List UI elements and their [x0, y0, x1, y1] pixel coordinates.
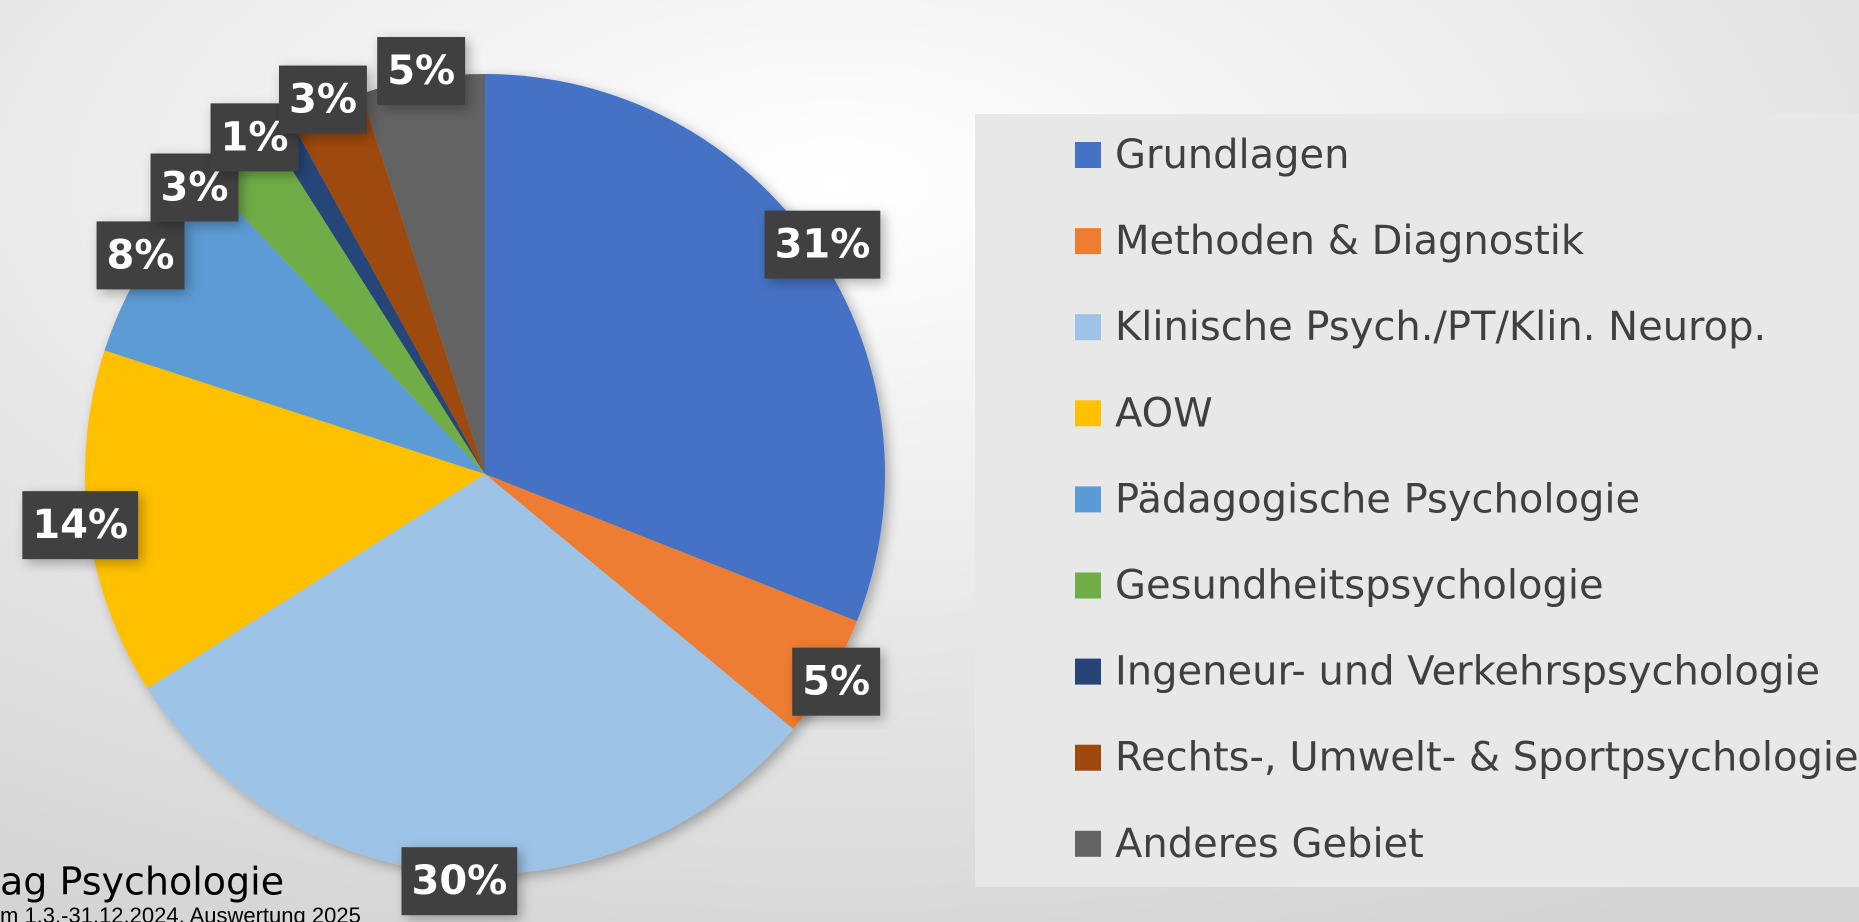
pie-slice — [361, 74, 485, 474]
legend-label: Methoden & Diagnostik — [1115, 218, 1585, 264]
data-label-box — [279, 65, 367, 134]
pie-slice — [147, 474, 794, 874]
legend-label: AOW — [1115, 390, 1213, 436]
legend-label: Rechts-, Umwelt- & Sportpsychologie — [1115, 735, 1859, 781]
pie — [85, 74, 886, 874]
legend-label: Pädagogische Psychologie — [1115, 476, 1640, 522]
data-label-box — [792, 647, 881, 716]
legend-swatch — [1075, 830, 1101, 857]
legend-swatch — [1075, 228, 1101, 255]
legend-label: Anderes Gebiet — [1115, 821, 1424, 867]
data-label: 3% — [161, 165, 229, 211]
legend-swatch — [1075, 142, 1101, 168]
data-label-box — [377, 37, 466, 106]
legend-swatch — [1075, 486, 1101, 513]
legend-label: Gesundheitspsychologie — [1115, 563, 1604, 609]
legend-label: Grundlagen — [1115, 132, 1350, 178]
legend-label: Klinische Psych./PT/Klin. Neurop. — [1115, 304, 1766, 350]
data-label: 30% — [412, 858, 508, 904]
data-label: 31% — [775, 222, 871, 268]
legend-swatch — [1075, 658, 1101, 685]
data-label-box — [96, 221, 185, 290]
pie-slice — [485, 474, 857, 729]
legend-swatch — [1075, 314, 1101, 341]
legend-box — [975, 114, 1859, 887]
legend-swatch — [1075, 572, 1101, 599]
data-label-box — [401, 847, 518, 916]
data-label: 5% — [802, 659, 870, 705]
data-label-box — [22, 491, 139, 560]
pie-slice — [270, 123, 485, 474]
pie-slice — [85, 350, 485, 689]
data-label-box — [764, 210, 881, 279]
pie-slice — [104, 182, 485, 475]
legend-swatch — [1075, 400, 1101, 427]
pie-slice — [211, 136, 485, 474]
data-label: 14% — [32, 502, 128, 548]
data-label: 3% — [289, 77, 357, 123]
data-label: 1% — [221, 114, 289, 160]
pie-slice — [292, 93, 485, 474]
footer-title: ag Psychologie — [0, 860, 284, 904]
data-label: 5% — [387, 48, 455, 94]
data-label: 8% — [107, 232, 175, 278]
footer-subtitle: m 1.3.-31.12.2024, Auswertung 2025 — [0, 903, 361, 922]
legend-label: Ingeneur- und Verkehrspsychologie — [1115, 649, 1820, 695]
legend-swatch — [1075, 744, 1101, 771]
